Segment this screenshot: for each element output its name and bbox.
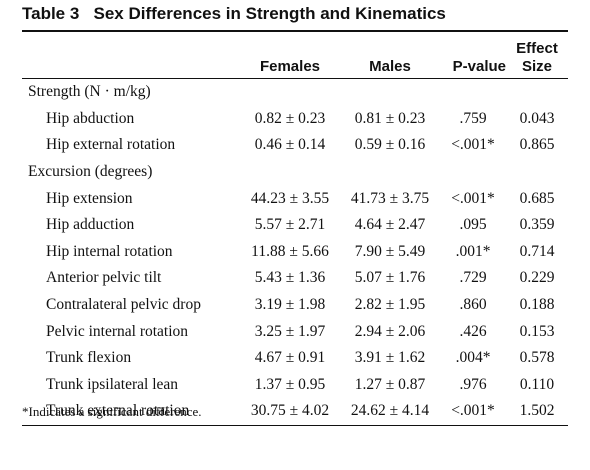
cell: 3.25 ± 1.97 [254,322,326,340]
cell: <.001* [451,189,495,207]
data-row: Pelvic internal rotation 3.25 ± 1.97 2.94 … [22,318,568,345]
cell: 0.229 [519,269,555,287]
cell: 0.865 [519,136,555,154]
data-row: Trunk external rotation 30.75 ± 4.02 24.62… [22,398,568,425]
row-label: Hip abduction [46,109,135,127]
data-row: Trunk ipsilateral lean 1.37 ± 0.95 1.27 ± … [22,372,568,399]
cell: 0.043 [519,109,555,127]
row-label: Pelvic internal rotation [46,322,189,340]
cell: 3.19 ± 1.98 [254,296,326,314]
cell: 1.27 ± 0.87 [354,375,426,393]
cell: 0.59 ± 0.16 [354,136,426,154]
data-row: Hip extension 44.23 ± 3.55 41.73 ± 3.75 <.0… [22,185,568,212]
row-label: Trunk flexion [46,349,132,367]
cell: 1.37 ± 0.95 [254,375,326,393]
row-label: Trunk ipsilateral lean [46,375,179,393]
cell: 0.578 [519,349,555,367]
cell: .426 [459,322,487,340]
cell: 2.94 ± 2.06 [354,322,426,340]
cell: 7.90 ± 5.49 [354,242,426,260]
cell: 11.88 ± 5.66 [251,242,329,260]
cell: 4.67 ± 0.91 [254,349,326,367]
section-row: Strength (N · m/kg) [22,79,568,106]
cell: <.001* [451,136,495,154]
cell: 2.82 ± 1.95 [354,296,426,314]
row-label: Contralateral pelvic drop [46,296,201,314]
cell: 0.46 ± 0.14 [254,136,326,154]
cell: 0.685 [519,189,555,207]
section-row: Excursion (degrees) [22,159,568,186]
data-row: Hip external rotation 0.46 ± 0.14 0.59 ± 0… [22,132,568,159]
cell: .729 [459,269,487,287]
cell: 4.64 ± 2.47 [354,216,426,234]
header-cell: Effect Size [506,31,568,79]
cell: 5.07 ± 1.76 [354,269,426,287]
cell: 0.82 ± 0.23 [254,109,326,127]
cell: 24.62 ± 4.14 [350,402,430,420]
cell: 3.91 ± 1.62 [354,349,426,367]
cell: 0.110 [519,375,555,393]
cell: .976 [459,375,487,393]
cell: <.001* [451,402,495,420]
header-cell: Males [340,31,440,79]
cell: .759 [459,109,487,127]
section-title: Excursion (degrees) [28,163,153,181]
table-title: Table 3 Sex Differences in Strength and … [22,4,446,23]
data-row: Hip adduction 5.57 ± 2.71 4.64 ± 2.47 .095 0… [22,212,568,239]
row-label: Hip extension [46,189,133,207]
cell: .860 [459,296,487,314]
table-body: Strength (N · m/kg) Hip abduction 0.82 ± 0… [22,79,568,426]
data-row: Hip abduction 0.82 ± 0.23 0.81 ± 0.23 .759 0… [22,106,568,133]
cell: 30.75 ± 4.02 [250,402,330,420]
cell: 0.714 [519,242,555,260]
cell: .004* [455,349,491,367]
cell: 0.359 [519,216,555,234]
data-row: Contralateral pelvic drop 3.19 ± 1.98 2.82… [22,292,568,319]
cell: 44.23 ± 3.55 [250,189,330,207]
cell: 5.57 ± 2.71 [254,216,326,234]
cell: 5.43 ± 1.36 [254,269,326,287]
table: Females Males P-value Effect Size Strength … [22,30,568,426]
data-row: Anterior pelvic tilt 5.43 ± 1.36 5.07 ± 1.… [22,265,568,292]
data-row: Trunk flexion 4.67 ± 0.91 3.91 ± 1.62 .004*… [22,345,568,372]
cell: 0.153 [519,322,555,340]
header-cell: Females [240,31,340,79]
row-label: Hip adduction [46,216,135,234]
cell: 41.73 ± 3.75 [350,189,430,207]
section-title: Strength (N · m/kg) [28,83,151,101]
cell: .095 [459,216,487,234]
cell: 0.81 ± 0.23 [354,109,426,127]
footnote: *Indicates a significant difference. [22,404,202,419]
header-row: Females Males P-value Effect Size [22,31,568,79]
data-row: Hip internal rotation 11.88 ± 5.66 7.90 ± … [22,239,568,266]
row-label: Trunk external rotation [46,402,190,420]
row-label: Hip external rotation [46,136,176,154]
header-cell [22,31,240,79]
header-cell: P-value [440,31,506,79]
cell: .001* [455,242,491,260]
row-label: Hip internal rotation [46,242,173,260]
cell: 1.502 [519,402,555,420]
cell: 0.188 [519,296,555,314]
row-label: Anterior pelvic tilt [46,269,162,287]
